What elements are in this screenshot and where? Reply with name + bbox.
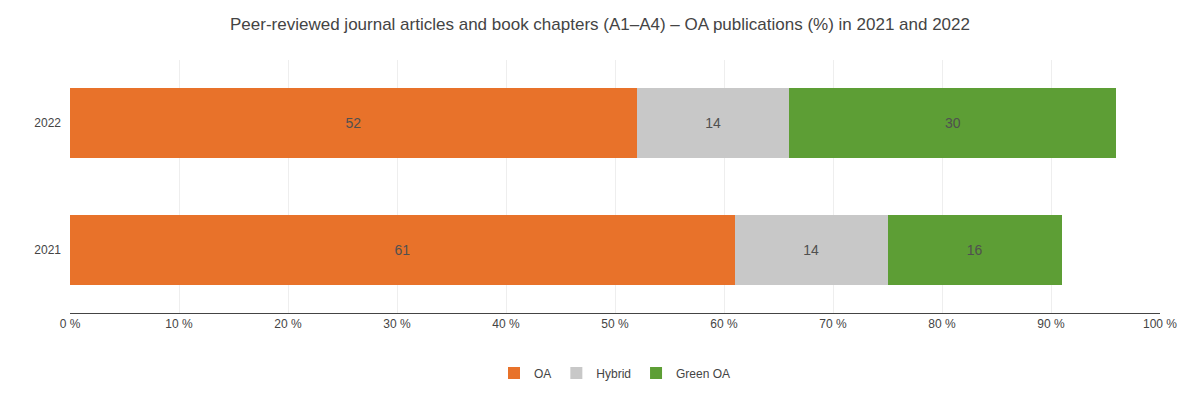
svg-text:90 %: 90 % — [1037, 317, 1065, 331]
svg-text:30: 30 — [945, 115, 961, 131]
svg-text:2022: 2022 — [34, 116, 61, 130]
svg-text:Green OA: Green OA — [676, 367, 730, 381]
svg-text:60 %: 60 % — [710, 317, 738, 331]
svg-text:Hybrid: Hybrid — [596, 367, 631, 381]
svg-text:2021: 2021 — [34, 243, 61, 257]
svg-text:14: 14 — [705, 115, 721, 131]
svg-text:10 %: 10 % — [165, 317, 193, 331]
svg-text:16: 16 — [967, 242, 983, 258]
svg-text:70 %: 70 % — [819, 317, 847, 331]
svg-text:0 %: 0 % — [60, 317, 81, 331]
svg-text:80 %: 80 % — [928, 317, 956, 331]
svg-text:100 %: 100 % — [1143, 317, 1177, 331]
svg-text:OA: OA — [534, 367, 551, 381]
svg-text:61: 61 — [395, 242, 411, 258]
svg-text:Peer-reviewed journal articles: Peer-reviewed journal articles and book … — [230, 15, 970, 34]
svg-text:40 %: 40 % — [492, 317, 520, 331]
svg-text:14: 14 — [803, 242, 819, 258]
svg-text:50 %: 50 % — [601, 317, 629, 331]
svg-text:30 %: 30 % — [383, 317, 411, 331]
svg-text:20 %: 20 % — [274, 317, 302, 331]
svg-text:52: 52 — [346, 115, 362, 131]
